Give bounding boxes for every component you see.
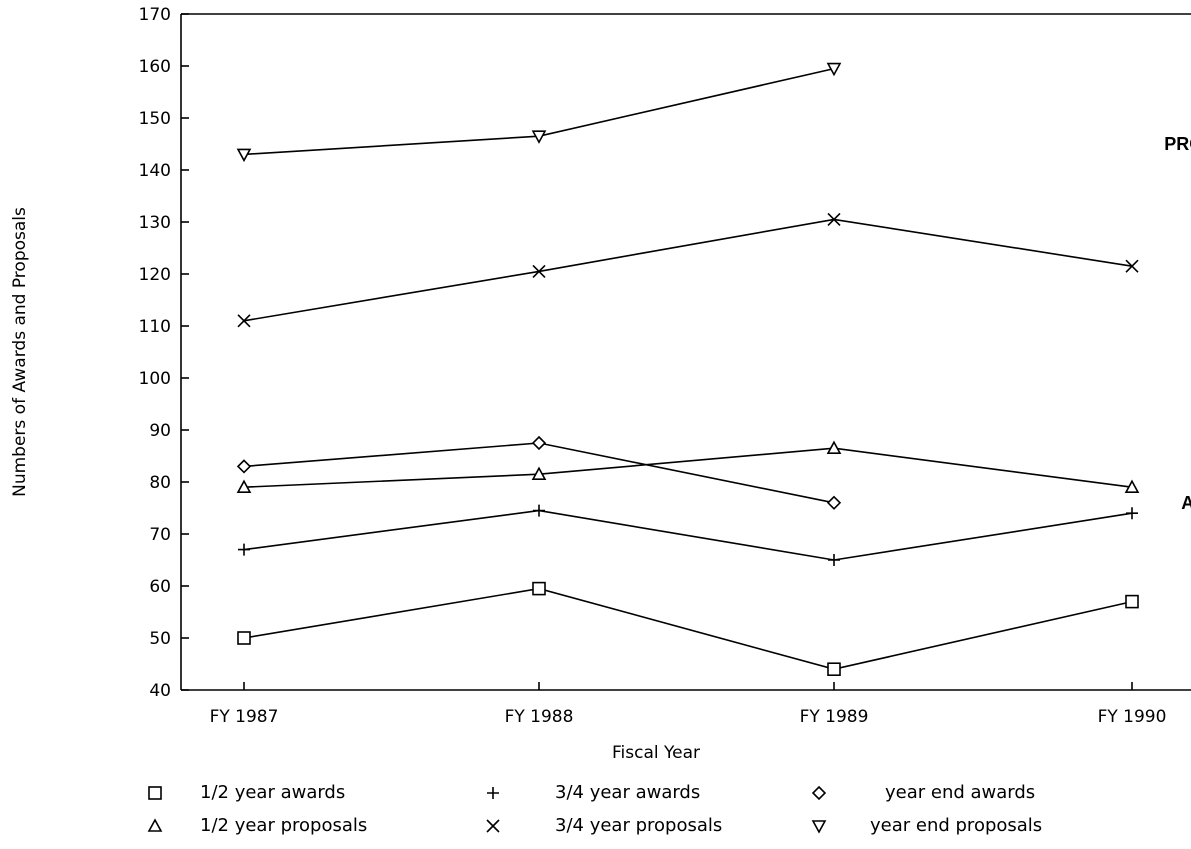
- data-point: [533, 504, 545, 517]
- series-group: [237, 581, 1139, 677]
- data-point: [237, 314, 251, 328]
- series-line: [243, 447, 1133, 488]
- series-group: [236, 435, 842, 510]
- legend-marker: [147, 818, 163, 832]
- legend-item: 3/4 year awards: [487, 782, 700, 803]
- x-tick-label: FY 1987: [210, 707, 279, 727]
- legend-marker: [148, 786, 162, 800]
- legend-label: 3/4 year proposals: [555, 815, 722, 836]
- y-tick-label: 120: [139, 265, 171, 285]
- chart-annotation: PROPOSALS: [1164, 134, 1191, 154]
- series-group: [238, 504, 1138, 566]
- legend-marker: [811, 785, 827, 801]
- legend-item: year end awards: [811, 782, 1035, 803]
- y-tick-label: 170: [139, 5, 171, 25]
- y-tick-label: 70: [149, 525, 171, 545]
- series-line: [243, 509, 1133, 561]
- series-group: [237, 212, 1139, 328]
- data-point: [826, 62, 842, 77]
- data-point: [237, 631, 251, 645]
- data-point: [531, 466, 547, 481]
- data-point: [826, 495, 842, 510]
- legend-marker: [486, 819, 500, 833]
- chart-annotation: AWARDS: [1181, 493, 1191, 513]
- y-tick-label: 110: [139, 317, 171, 337]
- legend-label: 1/2 year proposals: [200, 815, 367, 836]
- data-point: [236, 459, 252, 474]
- data-point: [236, 148, 252, 163]
- y-axis-title: Numbers of Awards and Proposals: [10, 207, 30, 497]
- legend-marker: [811, 820, 827, 834]
- data-point: [1126, 507, 1138, 520]
- data-point: [827, 212, 841, 226]
- x-tick-label: FY 1988: [505, 707, 574, 727]
- series-group: [236, 440, 1140, 494]
- series-group: [236, 62, 842, 163]
- data-point: [236, 479, 252, 494]
- y-tick-label: 150: [139, 109, 171, 129]
- legend-item: 1/2 year proposals: [147, 815, 367, 836]
- data-point: [238, 543, 250, 556]
- y-tick-label: 80: [149, 473, 171, 493]
- legend-label: year end awards: [885, 782, 1035, 803]
- series-line: [243, 587, 1133, 671]
- data-point: [1125, 594, 1139, 609]
- y-tick-label: 160: [139, 57, 171, 77]
- legend-item: year end proposals: [811, 815, 1042, 836]
- y-tick-label: 130: [139, 213, 171, 233]
- x-axis-title: Fiscal Year: [612, 743, 700, 763]
- legend-label: 1/2 year awards: [200, 782, 345, 803]
- x-tick-label: FY 1990: [1098, 707, 1167, 727]
- series-line: [243, 218, 1133, 322]
- data-point: [1125, 259, 1139, 273]
- data-point: [532, 264, 546, 278]
- data-point: [827, 662, 841, 677]
- y-tick-label: 100: [139, 369, 171, 389]
- data-point: [1124, 479, 1140, 494]
- y-tick-label: 90: [149, 421, 171, 441]
- y-tick-label: 60: [149, 577, 171, 597]
- data-point: [826, 440, 842, 455]
- data-point: [532, 581, 546, 596]
- y-tick-label: 40: [149, 681, 171, 701]
- y-tick-label: 140: [139, 161, 171, 181]
- legend-item: 1/2 year awards: [148, 782, 345, 803]
- y-tick-label: 50: [149, 629, 171, 649]
- legend-marker: [487, 787, 499, 799]
- data-point: [828, 554, 840, 566]
- legend-item: 3/4 year proposals: [486, 815, 722, 836]
- data-point: [531, 435, 547, 451]
- legend-label: year end proposals: [870, 815, 1042, 836]
- legend-label: 3/4 year awards: [555, 782, 700, 803]
- data-point: [531, 130, 547, 144]
- x-tick-label: FY 1989: [800, 707, 869, 727]
